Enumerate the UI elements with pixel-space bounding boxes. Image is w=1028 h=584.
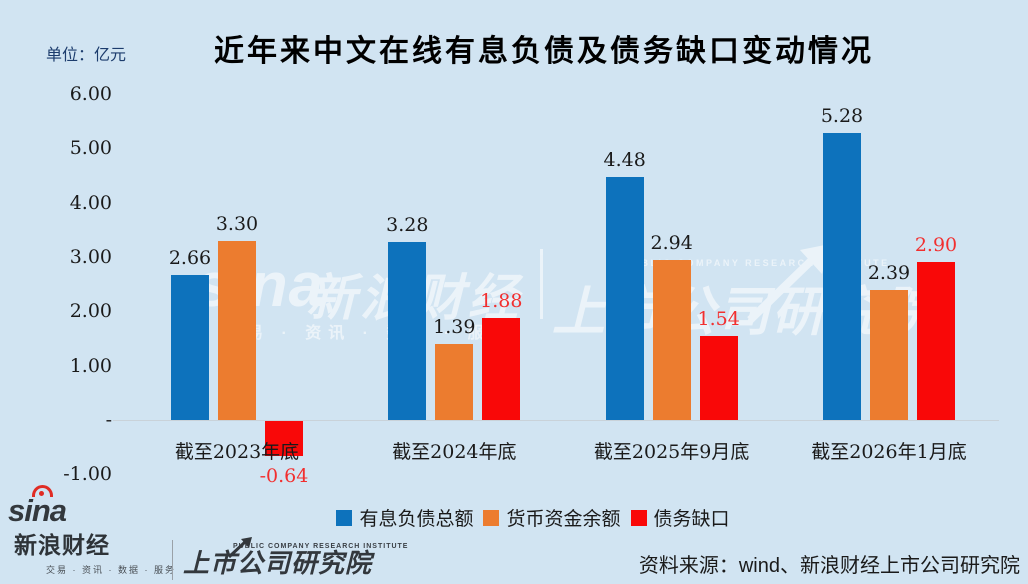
sina-tagline: 交易 · 资讯 · 数据 · 服务 bbox=[46, 565, 176, 575]
legend-item-有息负债总额: 有息负债总额 bbox=[336, 504, 473, 531]
legend-label: 债务缺口 bbox=[653, 508, 730, 530]
value-label: 3.28 bbox=[386, 213, 429, 236]
legend-swatch-icon bbox=[630, 509, 647, 526]
y-axis-tick: 4.00 bbox=[69, 191, 112, 214]
footer-divider bbox=[172, 540, 173, 580]
bar-货币资金余额-截至2024年底 bbox=[435, 344, 474, 420]
x-axis-category-label: 截至2025年9月底 bbox=[593, 441, 750, 463]
sina-logo-word: sina bbox=[8, 493, 67, 528]
legend-item-债务缺口: 债务缺口 bbox=[630, 504, 730, 531]
bar-有息负债总额-截至2024年底 bbox=[388, 241, 427, 420]
x-axis-category-label: 截至2024年底 bbox=[392, 441, 517, 463]
x-axis-category-label: 截至2026年1月底 bbox=[811, 441, 967, 463]
y-axis-tick: 1.00 bbox=[69, 354, 112, 377]
x-axis-line bbox=[113, 420, 999, 421]
institute-logo: PUBLIC COMPANY RESEARCH INSTITUTE 上市公司研究… bbox=[183, 537, 409, 578]
bar-债务缺口-截至2026年1月底 bbox=[916, 262, 955, 420]
x-axis-category-label: 截至2023年底 bbox=[174, 441, 300, 463]
value-label: 5.28 bbox=[820, 105, 864, 128]
y-axis-tick: -1.00 bbox=[63, 463, 112, 486]
bar-货币资金余额-截至2025年9月底 bbox=[652, 260, 691, 420]
institute-cn-text: 上市公司研究院 bbox=[183, 548, 373, 578]
legend: 有息负债总额 货币资金余额 债务缺口 bbox=[19, 504, 1028, 531]
legend-label: 货币资金余额 bbox=[506, 508, 621, 530]
institute-arrow-icon bbox=[227, 537, 252, 559]
value-label: 2.66 bbox=[168, 247, 212, 270]
sina-brand-text: 新浪财经 bbox=[14, 532, 110, 558]
bar-债务缺口-截至2023年底 bbox=[265, 421, 303, 456]
bar-债务缺口-截至2024年底 bbox=[482, 317, 521, 420]
chart-title: 近年来中文在线有息负债及债务缺口变动情况 bbox=[214, 35, 874, 68]
value-label: 2.39 bbox=[867, 262, 911, 285]
legend-swatch-icon bbox=[336, 509, 353, 526]
value-label: 2.90 bbox=[914, 234, 958, 257]
value-label: 3.30 bbox=[215, 212, 259, 235]
data-source: 资料来源：wind、新浪财经上市公司研究院 bbox=[638, 555, 1020, 577]
value-label: 4.48 bbox=[603, 148, 646, 171]
y-axis-tick: 2.00 bbox=[69, 300, 112, 323]
y-axis-tick: 6.00 bbox=[69, 83, 112, 106]
legend-item-货币资金余额: 货币资金余额 bbox=[483, 504, 621, 531]
value-label: -0.64 bbox=[259, 464, 309, 487]
value-label: 1.39 bbox=[433, 316, 476, 339]
sina-finance-logo: sina 新浪财经 交易 · 资讯 · 数据 · 服务 bbox=[8, 485, 176, 576]
y-axis-tick: - bbox=[105, 409, 112, 431]
y-axis-tick: 3.00 bbox=[69, 246, 112, 268]
unit-label: 单位：亿元 bbox=[46, 45, 127, 64]
legend-label: 有息负债总额 bbox=[359, 508, 474, 530]
y-axis-tick: 5.00 bbox=[69, 137, 112, 160]
bar-货币资金余额-截至2026年1月底 bbox=[869, 290, 908, 420]
bar-有息负债总额-截至2026年1月底 bbox=[822, 133, 861, 420]
bar-债务缺口-截至2025年9月底 bbox=[699, 336, 738, 420]
value-label: 1.54 bbox=[697, 308, 740, 331]
bar-有息负债总额-截至2023年底 bbox=[171, 275, 209, 420]
bar-有息负债总额-截至2025年9月底 bbox=[605, 176, 644, 420]
value-label: 2.94 bbox=[650, 232, 693, 255]
bar-货币资金余额-截至2023年底 bbox=[218, 240, 256, 420]
footer: sina 新浪财经 交易 · 资讯 · 数据 · 服务 PUBLIC COMPA… bbox=[0, 485, 1028, 584]
institute-en-text: PUBLIC COMPANY RESEARCH INSTITUTE bbox=[233, 543, 409, 550]
legend-swatch-icon bbox=[483, 509, 500, 526]
value-label: 1.88 bbox=[480, 289, 523, 312]
sina-eye-icon bbox=[32, 485, 53, 497]
